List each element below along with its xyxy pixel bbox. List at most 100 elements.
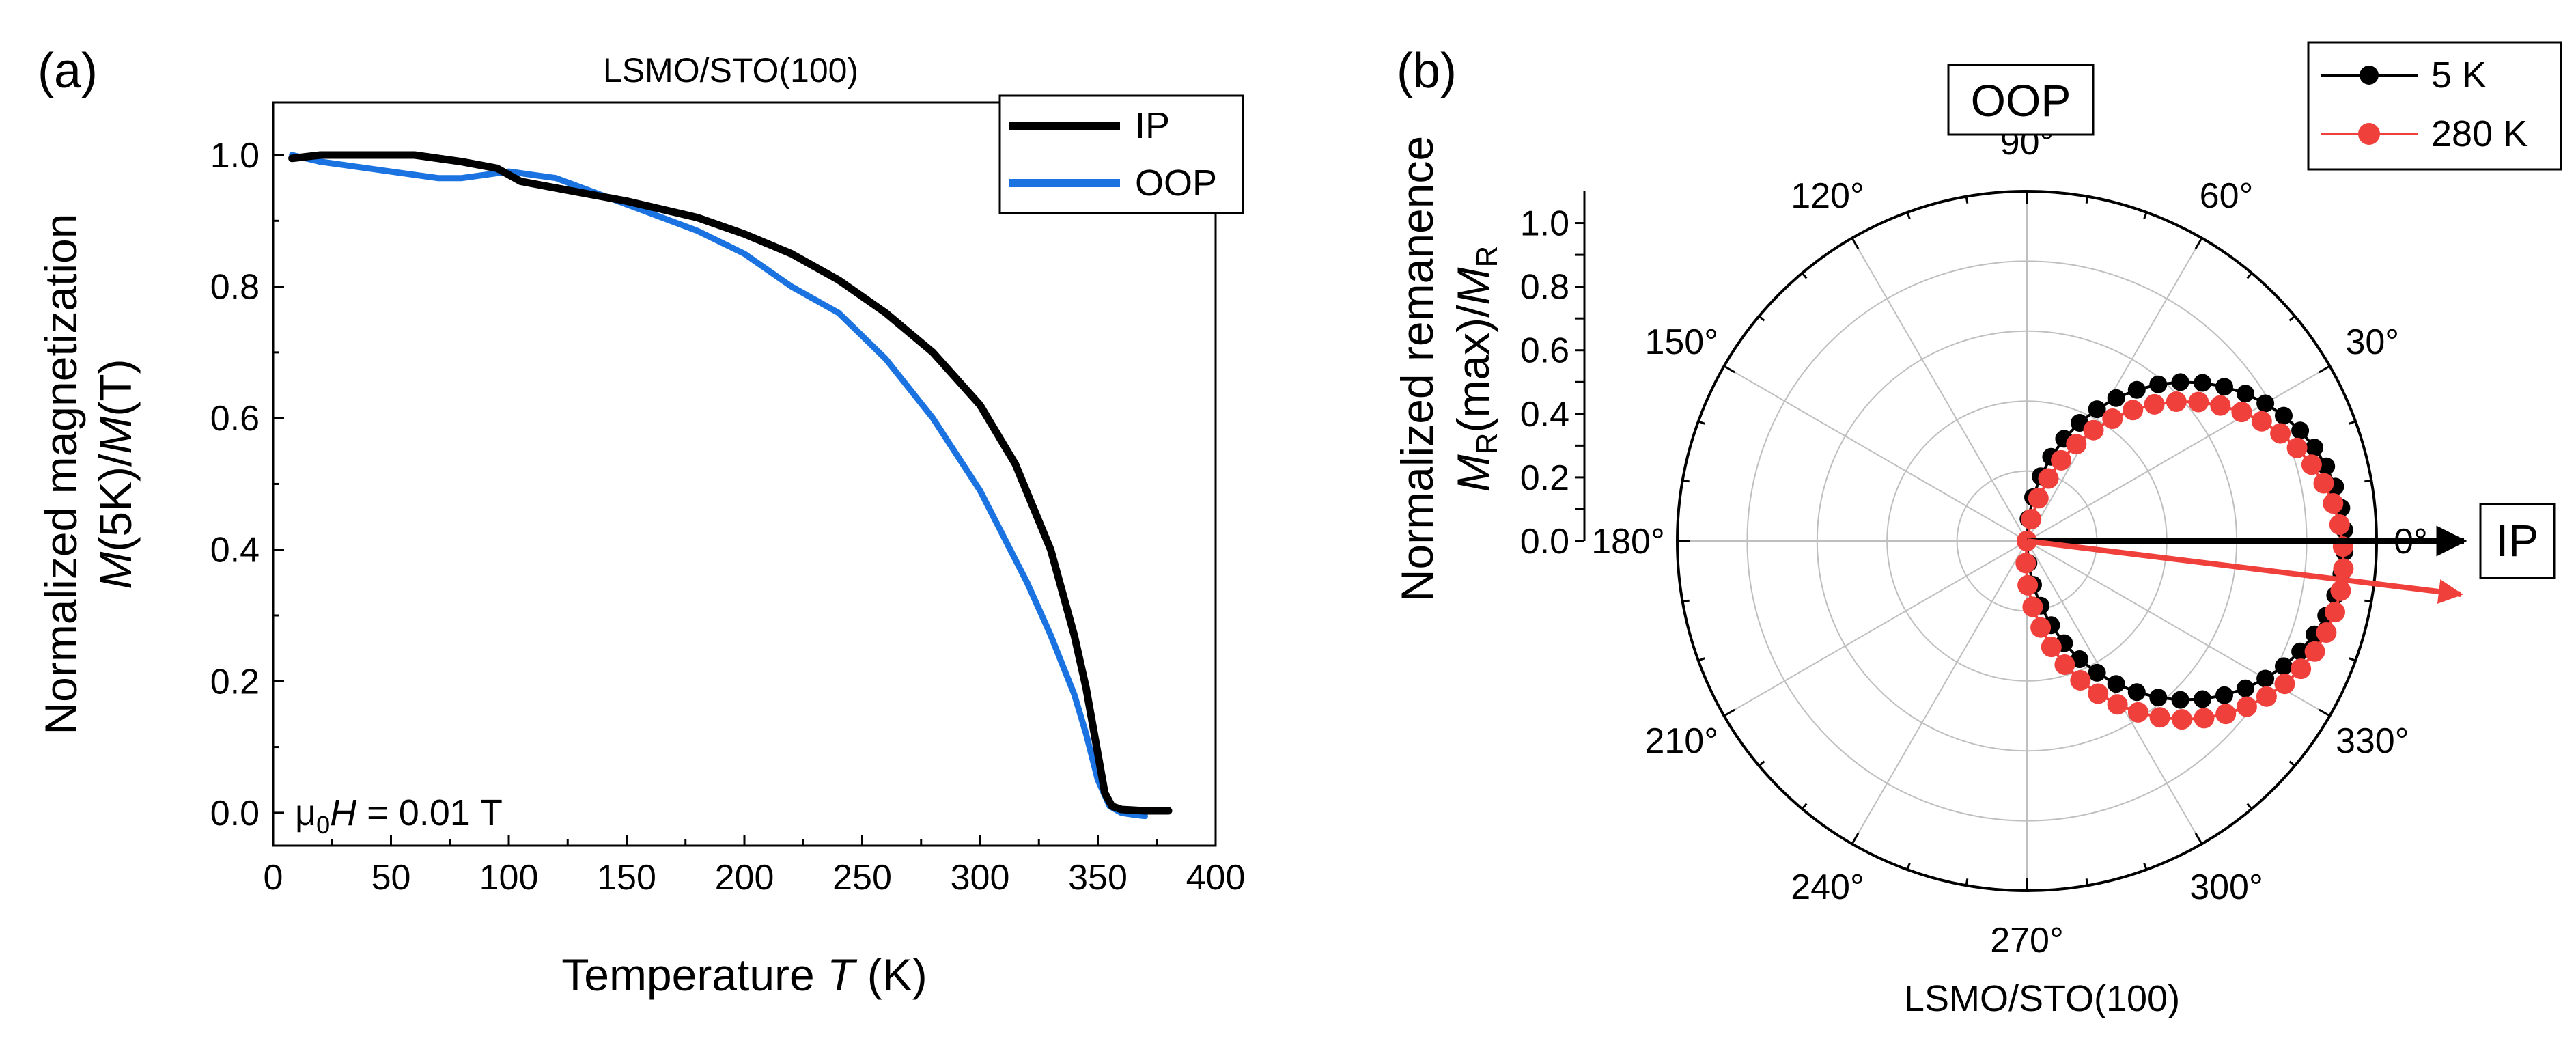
radial-tick-label: 0.4: [1520, 395, 1569, 434]
series-ip-line: [288, 151, 1173, 815]
polar-angle-tick: [1965, 196, 1969, 204]
polar-angle-tick: [2319, 708, 2331, 717]
polar-point: [2215, 378, 2233, 396]
series-oop-line: [289, 152, 1148, 820]
polar-point: [2291, 642, 2310, 661]
polar-angle-tick: [2194, 237, 2203, 249]
polar-angle-tick: [2349, 657, 2356, 662]
polar-point: [2323, 493, 2344, 514]
polar-point: [2083, 419, 2104, 441]
panel-a-label: (a): [38, 44, 98, 98]
polar-point: [2171, 691, 2189, 709]
polar-point: [2127, 380, 2146, 399]
polar-point: [2330, 580, 2351, 601]
polar-point: [2021, 509, 2042, 530]
polar-angle-tick: [2085, 196, 2089, 204]
polar-point: [2270, 423, 2291, 444]
legend-oop-label: OOP: [1135, 163, 1217, 204]
polar-point: [2291, 658, 2312, 680]
polar-point: [2251, 411, 2272, 432]
panel-b-xlabel: LSMO/STO(100): [1904, 978, 2180, 1019]
radial-tick-label: 0.8: [1520, 268, 1569, 307]
polar-angle-tick: [1682, 479, 1690, 483]
panel-a-field-annotation: μ0H = 0.01 T: [295, 792, 503, 839]
polar-point: [2017, 574, 2039, 596]
legend-280k-label: 280 K: [2431, 113, 2528, 154]
polar-point: [2313, 473, 2334, 494]
polar-angle-tick: [1758, 315, 1765, 322]
polar-grid-spoke: [2026, 365, 2330, 542]
polar-point: [2291, 421, 2310, 440]
polar-point: [2127, 683, 2146, 702]
x-tick-label: 0: [264, 858, 283, 898]
polar-grid-spoke: [1851, 238, 2028, 542]
polar-point: [2015, 553, 2036, 574]
polar-point: [2051, 449, 2072, 471]
polar-point: [2041, 637, 2062, 658]
polar-angle-tick: [1851, 833, 1860, 845]
polar-angle-tick: [1906, 863, 1911, 870]
panel-a-ticks: 0 50 100 150 200 250 300 350 400 0.0 0.2 0.4 0.6 0.8 1…: [210, 136, 1246, 898]
y-tick-label: 0.6: [210, 399, 260, 439]
polar-angle-tick: [1851, 237, 1860, 249]
angle-label: 210°: [1644, 721, 1718, 761]
x-tick-label: 100: [479, 858, 539, 898]
polar-point: [2194, 690, 2212, 708]
angle-label: 270°: [1990, 921, 2064, 960]
polar-point: [2256, 394, 2275, 413]
polar-point: [2171, 709, 2192, 730]
polar-point: [2274, 674, 2295, 695]
polar-point: [2127, 702, 2148, 723]
ip-box: [2479, 503, 2556, 579]
oop-label: OOP: [1971, 75, 2071, 126]
polar-point: [2236, 385, 2254, 403]
legend-280k-marker: [2358, 123, 2380, 145]
panel-a-title: LSMO/STO(100): [603, 51, 858, 89]
polar-grid-spoke: [1724, 365, 2028, 542]
legend-5k-label: 5 K: [2431, 55, 2487, 96]
legend-5k-marker: [2360, 66, 2379, 85]
polar-angle-tick: [1682, 599, 1690, 603]
polar-point: [2088, 400, 2106, 419]
angle-label: 30°: [2345, 322, 2399, 362]
polar-point: [2306, 439, 2323, 457]
panel-b-ylabel-line2: MR(max)/MR: [1448, 246, 1504, 492]
radial-tick-label: 0.2: [1520, 458, 1569, 498]
y-tick-label: 0.0: [210, 794, 260, 833]
polar-point: [2236, 696, 2257, 717]
panel-a-legend-box: [998, 94, 1244, 214]
x-tick-label: 200: [715, 858, 774, 898]
polar-point: [2149, 689, 2168, 707]
polar-point: [2231, 402, 2252, 423]
polar-point: [2038, 468, 2059, 489]
panel-b-ylabel-line1: Normalized remanence: [1392, 136, 1442, 602]
polar-angle-tick: [2246, 803, 2253, 810]
polar-point: [2123, 400, 2144, 421]
y-tick-label: 0.8: [210, 268, 260, 307]
polar-point: [2107, 389, 2125, 407]
polar-grid-spoke: [1851, 540, 2028, 844]
panel-b: (b) 0°30°60°90°120°150°180°210°240°270°3…: [1392, 41, 2562, 1019]
panel-a-ylabel-line1: Normalized magnetization: [36, 213, 86, 734]
angle-label: 150°: [1644, 322, 1718, 362]
panel-b-legend-box: [2307, 41, 2562, 171]
polar-grid-spoke: [1724, 540, 2028, 717]
x-tick-label: 50: [372, 858, 411, 898]
panel-b-angle-labels: 0°30°60°90°120°150°180°210°240°270°300°3…: [1591, 123, 2428, 960]
x-tick-label: 350: [1068, 858, 1128, 898]
panel-b-series: [2015, 373, 2354, 730]
polar-angle-tick: [1801, 803, 1808, 810]
y-tick-label: 0.4: [210, 531, 260, 570]
radial-tick-label: 0.0: [1520, 522, 1569, 561]
angle-label: 300°: [2189, 868, 2263, 907]
polar-point: [2236, 679, 2254, 697]
polar-point: [2022, 596, 2043, 617]
polar-point: [2066, 434, 2087, 455]
panel-a: (a) LSMO/STO(100) 0 50 100 150 200 250 300 350 4…: [36, 44, 1245, 1000]
panel-b-label: (b): [1397, 44, 1457, 98]
panel-a-legend: IP OOP: [998, 94, 1244, 214]
panel-a-xlabel: Temperature T (K): [561, 949, 927, 1000]
radial-tick-label: 0.6: [1520, 331, 1569, 371]
polar-point: [2171, 373, 2189, 391]
